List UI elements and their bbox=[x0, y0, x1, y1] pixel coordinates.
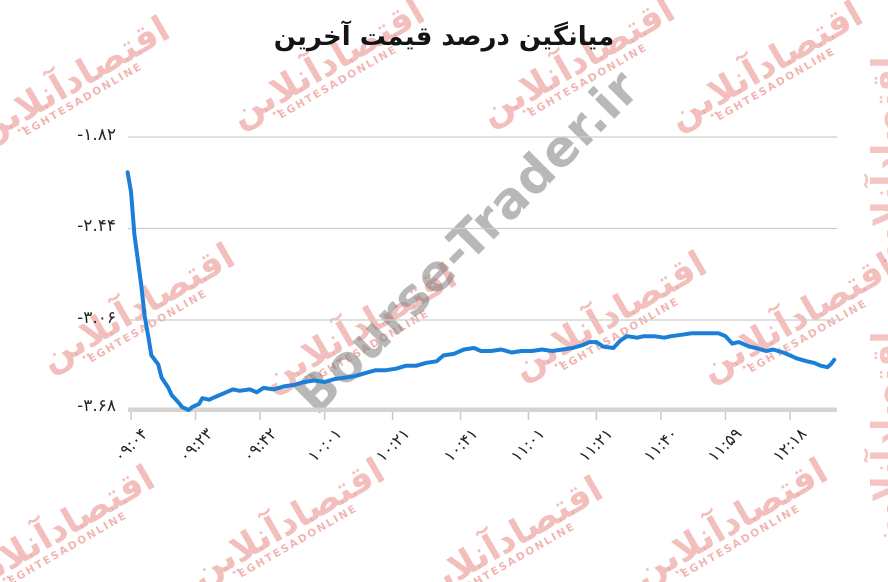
y-tick-label: -۱.۸۲ bbox=[77, 125, 116, 145]
y-tick-label: -۲.۴۴ bbox=[77, 216, 116, 237]
y-tick-label: -۳.۰۶ bbox=[77, 307, 116, 328]
gridlines bbox=[128, 136, 837, 321]
x-axis-bar bbox=[128, 407, 837, 412]
x-axis bbox=[128, 407, 837, 420]
chart-title: میانگین درصد قیمت آخرین bbox=[273, 22, 615, 52]
price-line-series bbox=[125, 170, 837, 412]
y-tick-label: -۳.۶۸ bbox=[77, 395, 116, 416]
